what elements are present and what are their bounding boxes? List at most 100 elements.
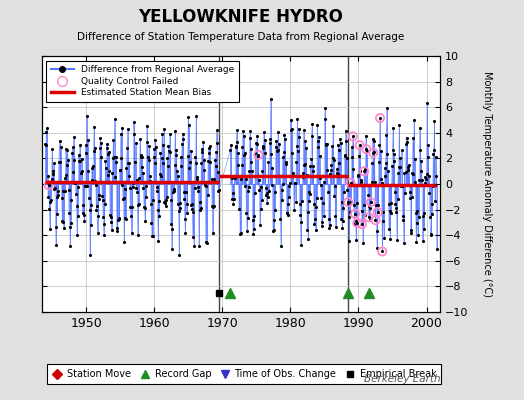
- Point: [126, 185, 134, 192]
- Point: [385, 226, 394, 232]
- Point: [159, 142, 167, 148]
- Point: [82, 150, 90, 156]
- Point: [410, 156, 419, 162]
- Point: [423, 100, 431, 106]
- Point: [289, 173, 298, 179]
- Point: [422, 175, 430, 182]
- Point: [411, 210, 420, 216]
- Point: [242, 210, 250, 217]
- Point: [129, 180, 137, 186]
- Point: [375, 142, 384, 148]
- Point: [116, 167, 124, 174]
- Point: [56, 159, 64, 165]
- Point: [180, 189, 188, 195]
- Point: [368, 136, 377, 142]
- Point: [302, 172, 311, 178]
- Point: [197, 160, 205, 166]
- Point: [97, 154, 106, 161]
- Point: [208, 202, 216, 209]
- Point: [190, 185, 199, 191]
- Point: [287, 127, 296, 133]
- Point: [367, 199, 375, 205]
- Point: [369, 150, 377, 156]
- Point: [118, 124, 126, 131]
- Point: [286, 180, 294, 186]
- Point: [358, 221, 366, 228]
- Point: [180, 196, 189, 202]
- Point: [111, 116, 119, 122]
- Point: [109, 136, 117, 143]
- Point: [344, 202, 352, 208]
- Point: [264, 193, 272, 200]
- Point: [209, 203, 217, 210]
- Point: [240, 152, 248, 158]
- Point: [61, 188, 69, 194]
- Point: [297, 218, 305, 225]
- Point: [151, 136, 160, 143]
- Point: [380, 235, 388, 242]
- Point: [311, 216, 319, 222]
- Point: [45, 182, 53, 188]
- Point: [146, 172, 154, 179]
- Point: [323, 166, 331, 173]
- Point: [210, 202, 218, 209]
- Point: [88, 164, 96, 171]
- Point: [356, 178, 365, 185]
- Point: [215, 187, 223, 194]
- Point: [143, 139, 151, 146]
- Point: [91, 178, 100, 184]
- Point: [50, 186, 59, 192]
- Point: [386, 208, 394, 214]
- Point: [195, 199, 204, 205]
- Point: [307, 156, 315, 162]
- Point: [235, 173, 244, 179]
- Point: [294, 148, 302, 155]
- Point: [361, 166, 369, 172]
- Point: [179, 136, 188, 142]
- Point: [190, 243, 198, 249]
- Point: [365, 214, 373, 220]
- Point: [105, 149, 114, 156]
- Point: [324, 189, 332, 196]
- Point: [345, 238, 354, 244]
- Point: [134, 232, 142, 239]
- Point: [166, 149, 174, 155]
- Point: [128, 204, 136, 210]
- Point: [113, 225, 121, 231]
- Point: [335, 147, 343, 153]
- Point: [365, 214, 373, 220]
- Point: [319, 200, 327, 206]
- Point: [268, 165, 276, 172]
- Point: [340, 153, 348, 160]
- Point: [305, 189, 313, 195]
- Point: [268, 182, 277, 188]
- Point: [242, 176, 250, 182]
- Point: [139, 184, 148, 191]
- Point: [75, 158, 83, 164]
- Point: [149, 196, 157, 203]
- Point: [106, 212, 114, 218]
- Point: [78, 168, 86, 174]
- Point: [318, 219, 326, 225]
- Point: [253, 141, 261, 148]
- Point: [329, 123, 337, 130]
- Point: [267, 150, 276, 157]
- Point: [278, 197, 286, 203]
- Point: [249, 226, 258, 232]
- Point: [256, 222, 264, 228]
- Point: [54, 192, 62, 198]
- Point: [356, 168, 364, 174]
- Point: [376, 115, 384, 121]
- Point: [333, 171, 342, 178]
- Point: [230, 196, 238, 202]
- Point: [280, 132, 289, 138]
- Point: [316, 182, 325, 188]
- Point: [126, 204, 135, 210]
- Point: [202, 183, 211, 189]
- Point: [239, 128, 247, 134]
- Point: [103, 140, 112, 147]
- Point: [417, 158, 425, 164]
- Point: [401, 190, 409, 196]
- Point: [68, 144, 77, 150]
- Point: [77, 170, 85, 177]
